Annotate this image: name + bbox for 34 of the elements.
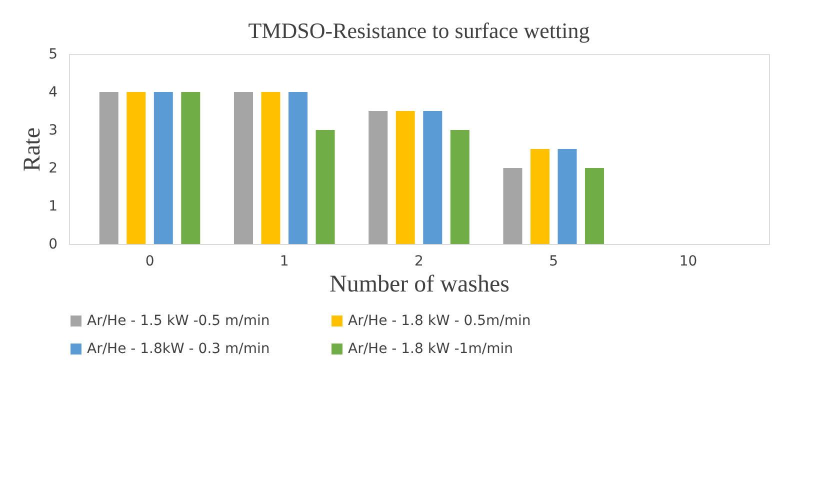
y-tick-label: 5	[48, 46, 58, 62]
bar	[585, 168, 604, 244]
x-tick-label: 0	[145, 254, 154, 270]
y-tick-label: 2	[48, 160, 58, 176]
bar	[316, 130, 335, 244]
chart-title: TMDSO-Resistance to surface wetting	[248, 18, 590, 43]
bar	[396, 111, 415, 244]
y-tick-label: 0	[48, 236, 58, 252]
bar	[154, 92, 173, 244]
y-tick-label: 4	[48, 84, 58, 100]
x-axis-title: Number of washes	[330, 272, 510, 298]
x-tick-label: 5	[549, 254, 558, 270]
bar	[181, 92, 200, 244]
legend-label: Ar/He - 1.8kW - 0.3 m/min	[87, 341, 270, 357]
bar	[288, 92, 308, 244]
bar	[234, 92, 253, 244]
bar	[423, 111, 442, 244]
x-tick-label: 2	[414, 254, 424, 270]
y-axis-title: Rate	[20, 128, 46, 172]
bar	[261, 92, 280, 244]
legend-label: Ar/He - 1.5 kW -0.5 m/min	[87, 313, 270, 329]
bar	[99, 92, 118, 244]
x-tick-label: 1	[280, 254, 289, 270]
legend-label: Ar/He - 1.8 kW -1m/min	[348, 341, 513, 357]
bar	[530, 149, 550, 244]
y-tick-label: 3	[48, 122, 58, 138]
legend-label: Ar/He - 1.8 kW - 0.5m/min	[348, 313, 531, 329]
x-tick-label: 10	[679, 254, 698, 270]
bar	[450, 130, 470, 244]
bar	[126, 92, 146, 244]
bar	[368, 111, 388, 244]
bar	[503, 168, 522, 244]
bar	[558, 149, 577, 244]
y-tick-label: 1	[48, 198, 58, 214]
